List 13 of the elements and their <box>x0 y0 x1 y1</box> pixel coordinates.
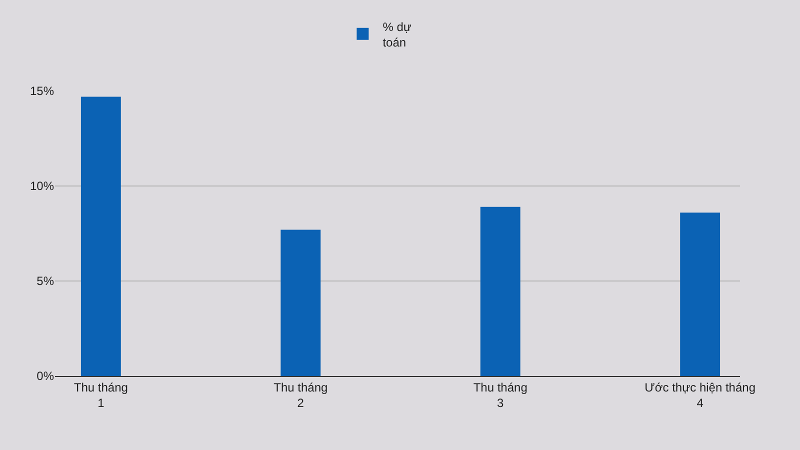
bar <box>80 96 121 376</box>
legend-label: % dự toán <box>382 20 412 50</box>
bar <box>680 212 720 376</box>
y-tick-label: 10% <box>30 179 54 194</box>
bar <box>480 206 520 376</box>
y-tick-label: 0% <box>36 369 54 384</box>
y-tick-label: 5% <box>36 274 54 288</box>
bar <box>280 230 321 376</box>
x-tick-label: Thu tháng 1 <box>74 380 128 410</box>
x-tick-label: Thu tháng 2 <box>274 380 328 410</box>
x-tick-label: Thu tháng 3 <box>473 380 528 410</box>
y-tick-label: 15% <box>30 84 54 98</box>
x-tick-label: Ước thực hiện tháng 4 <box>644 380 756 410</box>
